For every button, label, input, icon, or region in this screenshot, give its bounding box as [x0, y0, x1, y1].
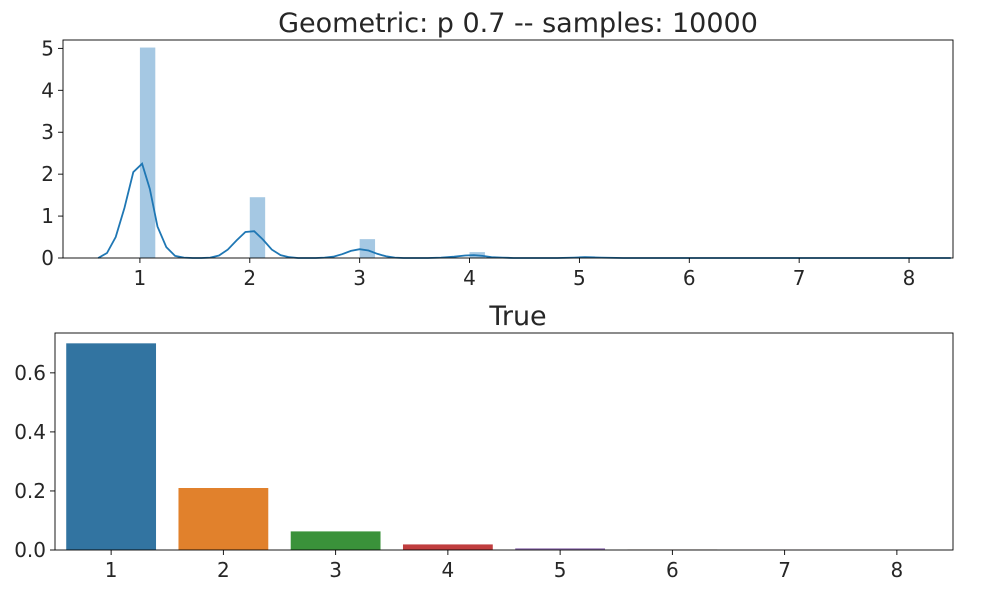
- pmf-x-tick-label: 3: [329, 558, 342, 582]
- pmf-bars: [66, 343, 942, 550]
- pmf-bar-3: [290, 531, 381, 550]
- histogram-x-tick-label: 1: [134, 266, 147, 290]
- histogram-bar-3: [359, 239, 376, 258]
- pmf-x-tick-label: 1: [105, 558, 118, 582]
- histogram-x-tick-label: 8: [903, 266, 916, 290]
- pmf-plot-frame: [54, 332, 954, 551]
- pmf-x-tick-label: 5: [554, 558, 567, 582]
- pmf-y-axis: 0.0 0.2 0.4 0.6: [14, 361, 55, 562]
- histogram-x-tick-label: 4: [463, 266, 476, 290]
- histogram-y-tick-label: 2: [41, 162, 54, 186]
- pmf-x-tick-label: 4: [442, 558, 455, 582]
- true-pmf-chart: True 1 2 3 4 5 6 7 8 0.0 0.2 0.4 0.6: [14, 301, 954, 582]
- histogram-y-tick-label: 1: [41, 204, 54, 228]
- pmf-bar-4: [402, 544, 493, 550]
- pmf-y-tick-label: 0.4: [14, 420, 46, 444]
- histogram-x-tick-label: 5: [573, 266, 586, 290]
- pmf-x-axis: 1 2 3 4 5 6 7 8: [105, 550, 903, 582]
- histogram-y-tick-label: 5: [41, 36, 54, 60]
- pmf-y-tick-label: 0.0: [14, 538, 46, 562]
- pmf-bar-5: [515, 548, 606, 550]
- histogram-bars: [139, 47, 595, 258]
- histogram-x-axis: 1 2 3 4 5 6 7 8: [134, 258, 916, 290]
- histogram-bar-2: [249, 197, 266, 258]
- histogram-y-tick-label: 4: [41, 78, 54, 102]
- histogram-bar-1: [139, 47, 156, 258]
- pmf-x-tick-label: 6: [666, 558, 679, 582]
- pmf-x-tick-label: 8: [891, 558, 904, 582]
- pmf-x-tick-label: 7: [778, 558, 791, 582]
- pmf-bar-2: [178, 488, 269, 550]
- histogram-y-tick-label: 0: [41, 246, 54, 270]
- histogram-plot-frame: [62, 39, 954, 259]
- pmf-y-tick-label: 0.2: [14, 479, 46, 503]
- histogram-x-tick-label: 7: [793, 266, 806, 290]
- histogram-x-tick-label: 6: [683, 266, 696, 290]
- sample-histogram-chart: Geometric: p 0.7 -- samples: 10000 1 2 3 4 5…: [41, 8, 954, 290]
- pmf-x-tick-label: 2: [217, 558, 230, 582]
- pmf-bar-1: [66, 343, 157, 550]
- histogram-title: Geometric: p 0.7 -- samples: 10000: [278, 8, 758, 39]
- pmf-y-tick-label: 0.6: [14, 361, 46, 385]
- true-chart-title: True: [488, 301, 546, 332]
- histogram-y-tick-label: 3: [41, 120, 54, 144]
- kde-line: [97, 162, 951, 259]
- histogram-x-tick-label: 2: [243, 266, 256, 290]
- histogram-y-axis: 0 1 2 3 4 5: [41, 36, 63, 270]
- histogram-x-tick-label: 3: [353, 266, 366, 290]
